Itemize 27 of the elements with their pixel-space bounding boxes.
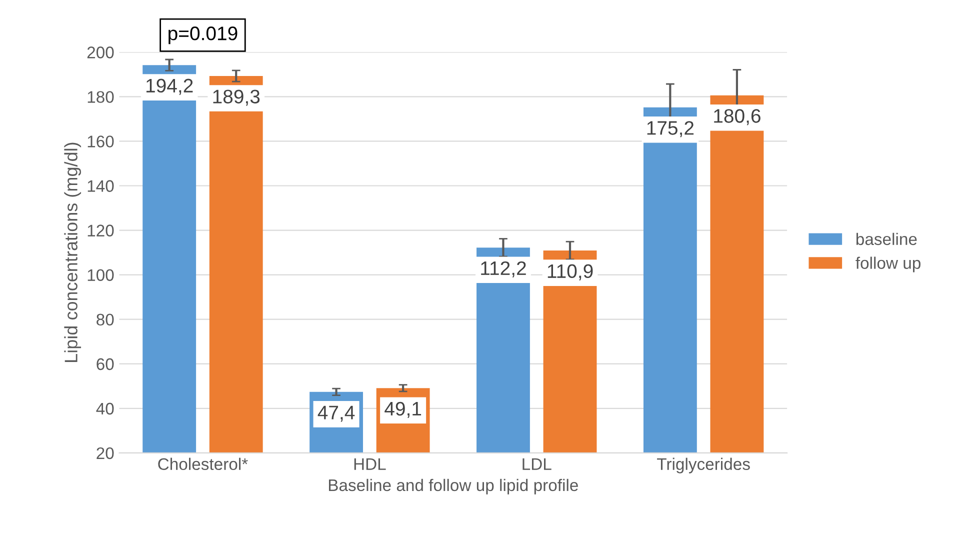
data-label: 175,2 (647, 121, 694, 138)
x-tick-label: LDL (522, 458, 552, 470)
y-tick-label: 80 (96, 314, 114, 326)
data-label: 189,3 (213, 90, 260, 106)
y-tick-label: 100 (88, 269, 114, 282)
y-tick-label: 180 (88, 91, 114, 103)
data-label: 194,2 (146, 78, 193, 95)
text: p=0.019 (168, 26, 238, 44)
data-label: 180,6 (714, 109, 760, 126)
x-tick-label: Triglycerides (657, 458, 750, 474)
data-label: 112,2 (481, 261, 526, 278)
y-tick-label: 20 (96, 447, 114, 460)
y-tick-label: 60 (96, 358, 114, 370)
y-tick-label: 40 (96, 402, 114, 415)
y-axis-title: Lipid concentrations (mg/dl) (64, 142, 82, 362)
x-tick-label: Cholesterol* (158, 458, 248, 470)
x-axis-title: Baseline and follow up lipid profile (328, 478, 578, 494)
y-tick-label: 160 (88, 136, 114, 148)
x-tick-label: HDL (354, 458, 386, 470)
data-label: 49,1 (384, 402, 422, 418)
data-label: 110,9 (548, 264, 593, 280)
legend-label: baseline (856, 232, 917, 246)
y-tick-label: 120 (88, 224, 114, 236)
data-label: 47,4 (318, 406, 355, 422)
legend-label: follow up (856, 256, 920, 272)
y-tick-label: 140 (88, 180, 114, 192)
y-tick-label: 200 (87, 46, 114, 58)
